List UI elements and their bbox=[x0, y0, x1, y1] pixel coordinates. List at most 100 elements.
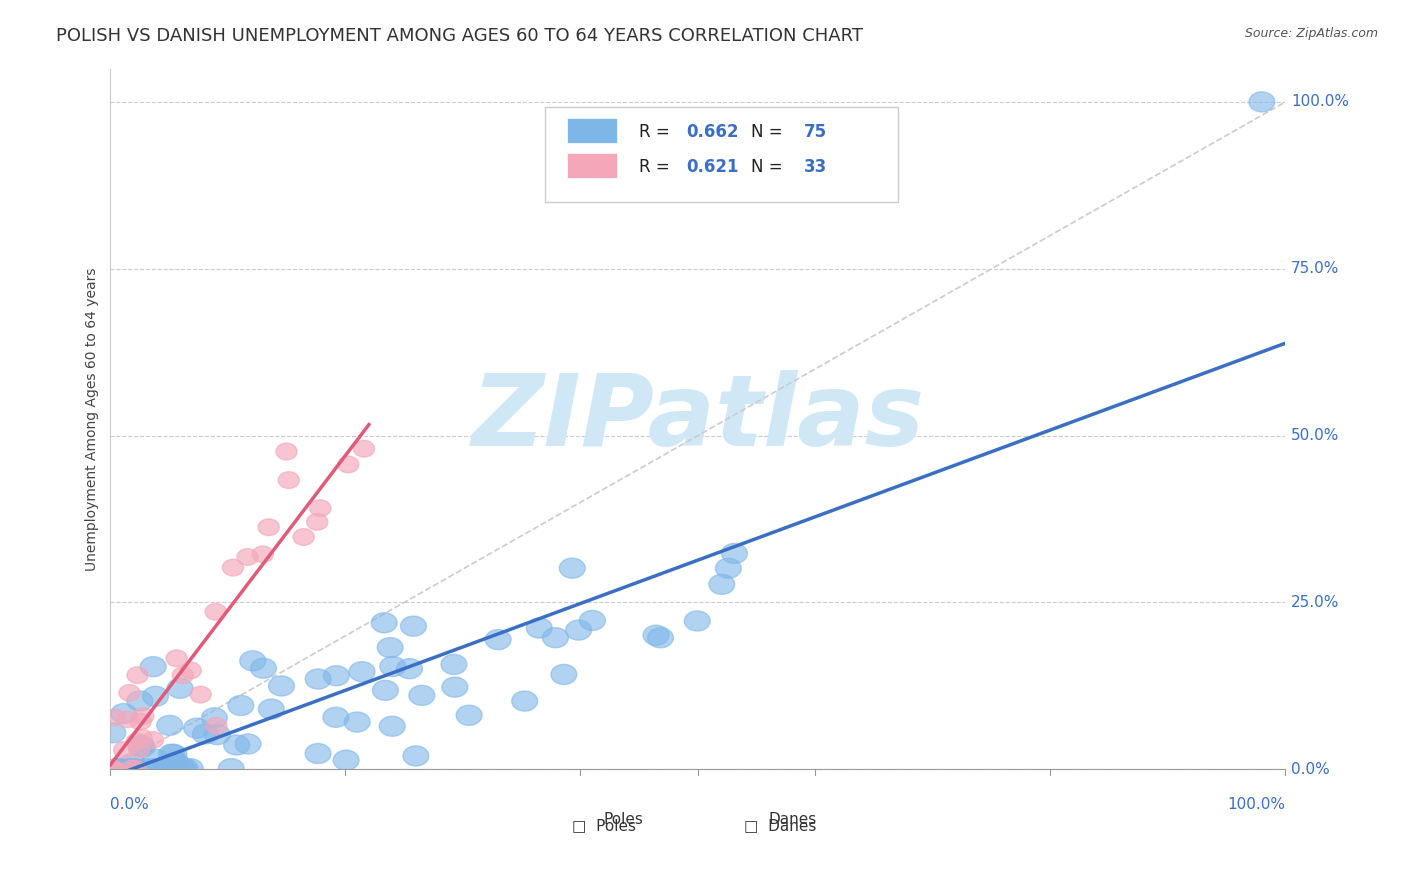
Ellipse shape bbox=[252, 546, 273, 563]
Text: 75.0%: 75.0% bbox=[1291, 261, 1340, 277]
Ellipse shape bbox=[177, 758, 204, 779]
Ellipse shape bbox=[579, 610, 606, 631]
Ellipse shape bbox=[104, 709, 125, 726]
Ellipse shape bbox=[333, 750, 359, 770]
Ellipse shape bbox=[190, 686, 211, 703]
Ellipse shape bbox=[371, 613, 396, 632]
Ellipse shape bbox=[380, 716, 405, 736]
Ellipse shape bbox=[103, 760, 124, 777]
Ellipse shape bbox=[166, 650, 187, 666]
Ellipse shape bbox=[167, 758, 194, 779]
Ellipse shape bbox=[125, 760, 146, 777]
Ellipse shape bbox=[228, 696, 254, 715]
Ellipse shape bbox=[551, 665, 576, 684]
Text: 0.621: 0.621 bbox=[686, 158, 738, 176]
Ellipse shape bbox=[205, 717, 226, 734]
Ellipse shape bbox=[543, 628, 568, 648]
Ellipse shape bbox=[127, 667, 148, 683]
Ellipse shape bbox=[201, 708, 228, 728]
Ellipse shape bbox=[121, 760, 142, 777]
Ellipse shape bbox=[104, 758, 131, 779]
FancyBboxPatch shape bbox=[568, 119, 617, 143]
Ellipse shape bbox=[344, 712, 370, 732]
Ellipse shape bbox=[205, 604, 226, 620]
Ellipse shape bbox=[238, 549, 259, 566]
Ellipse shape bbox=[160, 744, 187, 764]
Ellipse shape bbox=[100, 723, 125, 743]
Ellipse shape bbox=[380, 657, 406, 676]
Ellipse shape bbox=[117, 711, 138, 728]
Text: 100.0%: 100.0% bbox=[1227, 797, 1285, 813]
Ellipse shape bbox=[120, 758, 146, 779]
Text: 0.662: 0.662 bbox=[686, 122, 738, 141]
Ellipse shape bbox=[323, 707, 349, 727]
Ellipse shape bbox=[337, 456, 359, 473]
Ellipse shape bbox=[127, 733, 148, 750]
Ellipse shape bbox=[143, 749, 169, 770]
Ellipse shape bbox=[560, 558, 585, 578]
Ellipse shape bbox=[305, 744, 330, 764]
Text: Poles: Poles bbox=[605, 813, 644, 827]
Ellipse shape bbox=[250, 658, 277, 678]
Ellipse shape bbox=[142, 731, 163, 748]
Ellipse shape bbox=[114, 741, 135, 758]
Text: 33: 33 bbox=[804, 158, 827, 176]
Ellipse shape bbox=[485, 630, 510, 649]
Ellipse shape bbox=[218, 758, 245, 779]
Ellipse shape bbox=[396, 658, 422, 679]
Ellipse shape bbox=[565, 620, 592, 640]
Ellipse shape bbox=[643, 625, 669, 645]
Text: 0.0%: 0.0% bbox=[1291, 762, 1330, 777]
Text: Danes: Danes bbox=[769, 813, 817, 827]
Ellipse shape bbox=[101, 760, 122, 777]
Ellipse shape bbox=[409, 685, 434, 706]
Ellipse shape bbox=[184, 718, 209, 739]
Ellipse shape bbox=[292, 529, 314, 545]
Ellipse shape bbox=[110, 758, 136, 779]
Ellipse shape bbox=[141, 758, 167, 779]
Ellipse shape bbox=[111, 704, 136, 723]
Text: N =: N = bbox=[751, 122, 787, 141]
Ellipse shape bbox=[172, 667, 194, 683]
Text: □  Danes: □ Danes bbox=[744, 818, 817, 833]
Ellipse shape bbox=[1249, 92, 1275, 112]
Ellipse shape bbox=[456, 706, 482, 725]
Ellipse shape bbox=[685, 611, 710, 631]
Ellipse shape bbox=[259, 699, 284, 719]
Y-axis label: Unemployment Among Ages 60 to 64 years: Unemployment Among Ages 60 to 64 years bbox=[86, 268, 100, 571]
Ellipse shape bbox=[307, 514, 328, 530]
Ellipse shape bbox=[141, 657, 166, 677]
Ellipse shape bbox=[716, 558, 741, 578]
Ellipse shape bbox=[155, 758, 180, 779]
Ellipse shape bbox=[512, 691, 537, 711]
Ellipse shape bbox=[276, 443, 297, 460]
Ellipse shape bbox=[105, 758, 131, 779]
Ellipse shape bbox=[721, 543, 748, 564]
Ellipse shape bbox=[172, 758, 198, 779]
Ellipse shape bbox=[131, 730, 152, 746]
FancyBboxPatch shape bbox=[561, 808, 599, 830]
Ellipse shape bbox=[648, 628, 673, 648]
Ellipse shape bbox=[152, 758, 177, 779]
Text: R =: R = bbox=[640, 158, 675, 176]
Ellipse shape bbox=[103, 760, 124, 777]
Ellipse shape bbox=[441, 677, 468, 698]
Text: 75: 75 bbox=[804, 122, 827, 141]
FancyBboxPatch shape bbox=[546, 107, 897, 202]
Ellipse shape bbox=[349, 662, 375, 681]
Text: ZIPatlas: ZIPatlas bbox=[471, 370, 925, 467]
Text: 0.0%: 0.0% bbox=[111, 797, 149, 813]
Ellipse shape bbox=[120, 684, 141, 701]
Ellipse shape bbox=[163, 753, 188, 772]
Ellipse shape bbox=[377, 638, 404, 657]
Text: POLISH VS DANISH UNEMPLOYMENT AMONG AGES 60 TO 64 YEARS CORRELATION CHART: POLISH VS DANISH UNEMPLOYMENT AMONG AGES… bbox=[56, 27, 863, 45]
Ellipse shape bbox=[305, 669, 330, 689]
Ellipse shape bbox=[259, 519, 280, 535]
Ellipse shape bbox=[122, 758, 148, 779]
Ellipse shape bbox=[204, 724, 231, 745]
Ellipse shape bbox=[159, 744, 184, 764]
Ellipse shape bbox=[309, 500, 330, 516]
Ellipse shape bbox=[526, 618, 553, 638]
Text: □  Poles: □ Poles bbox=[572, 818, 636, 833]
Ellipse shape bbox=[278, 472, 299, 489]
